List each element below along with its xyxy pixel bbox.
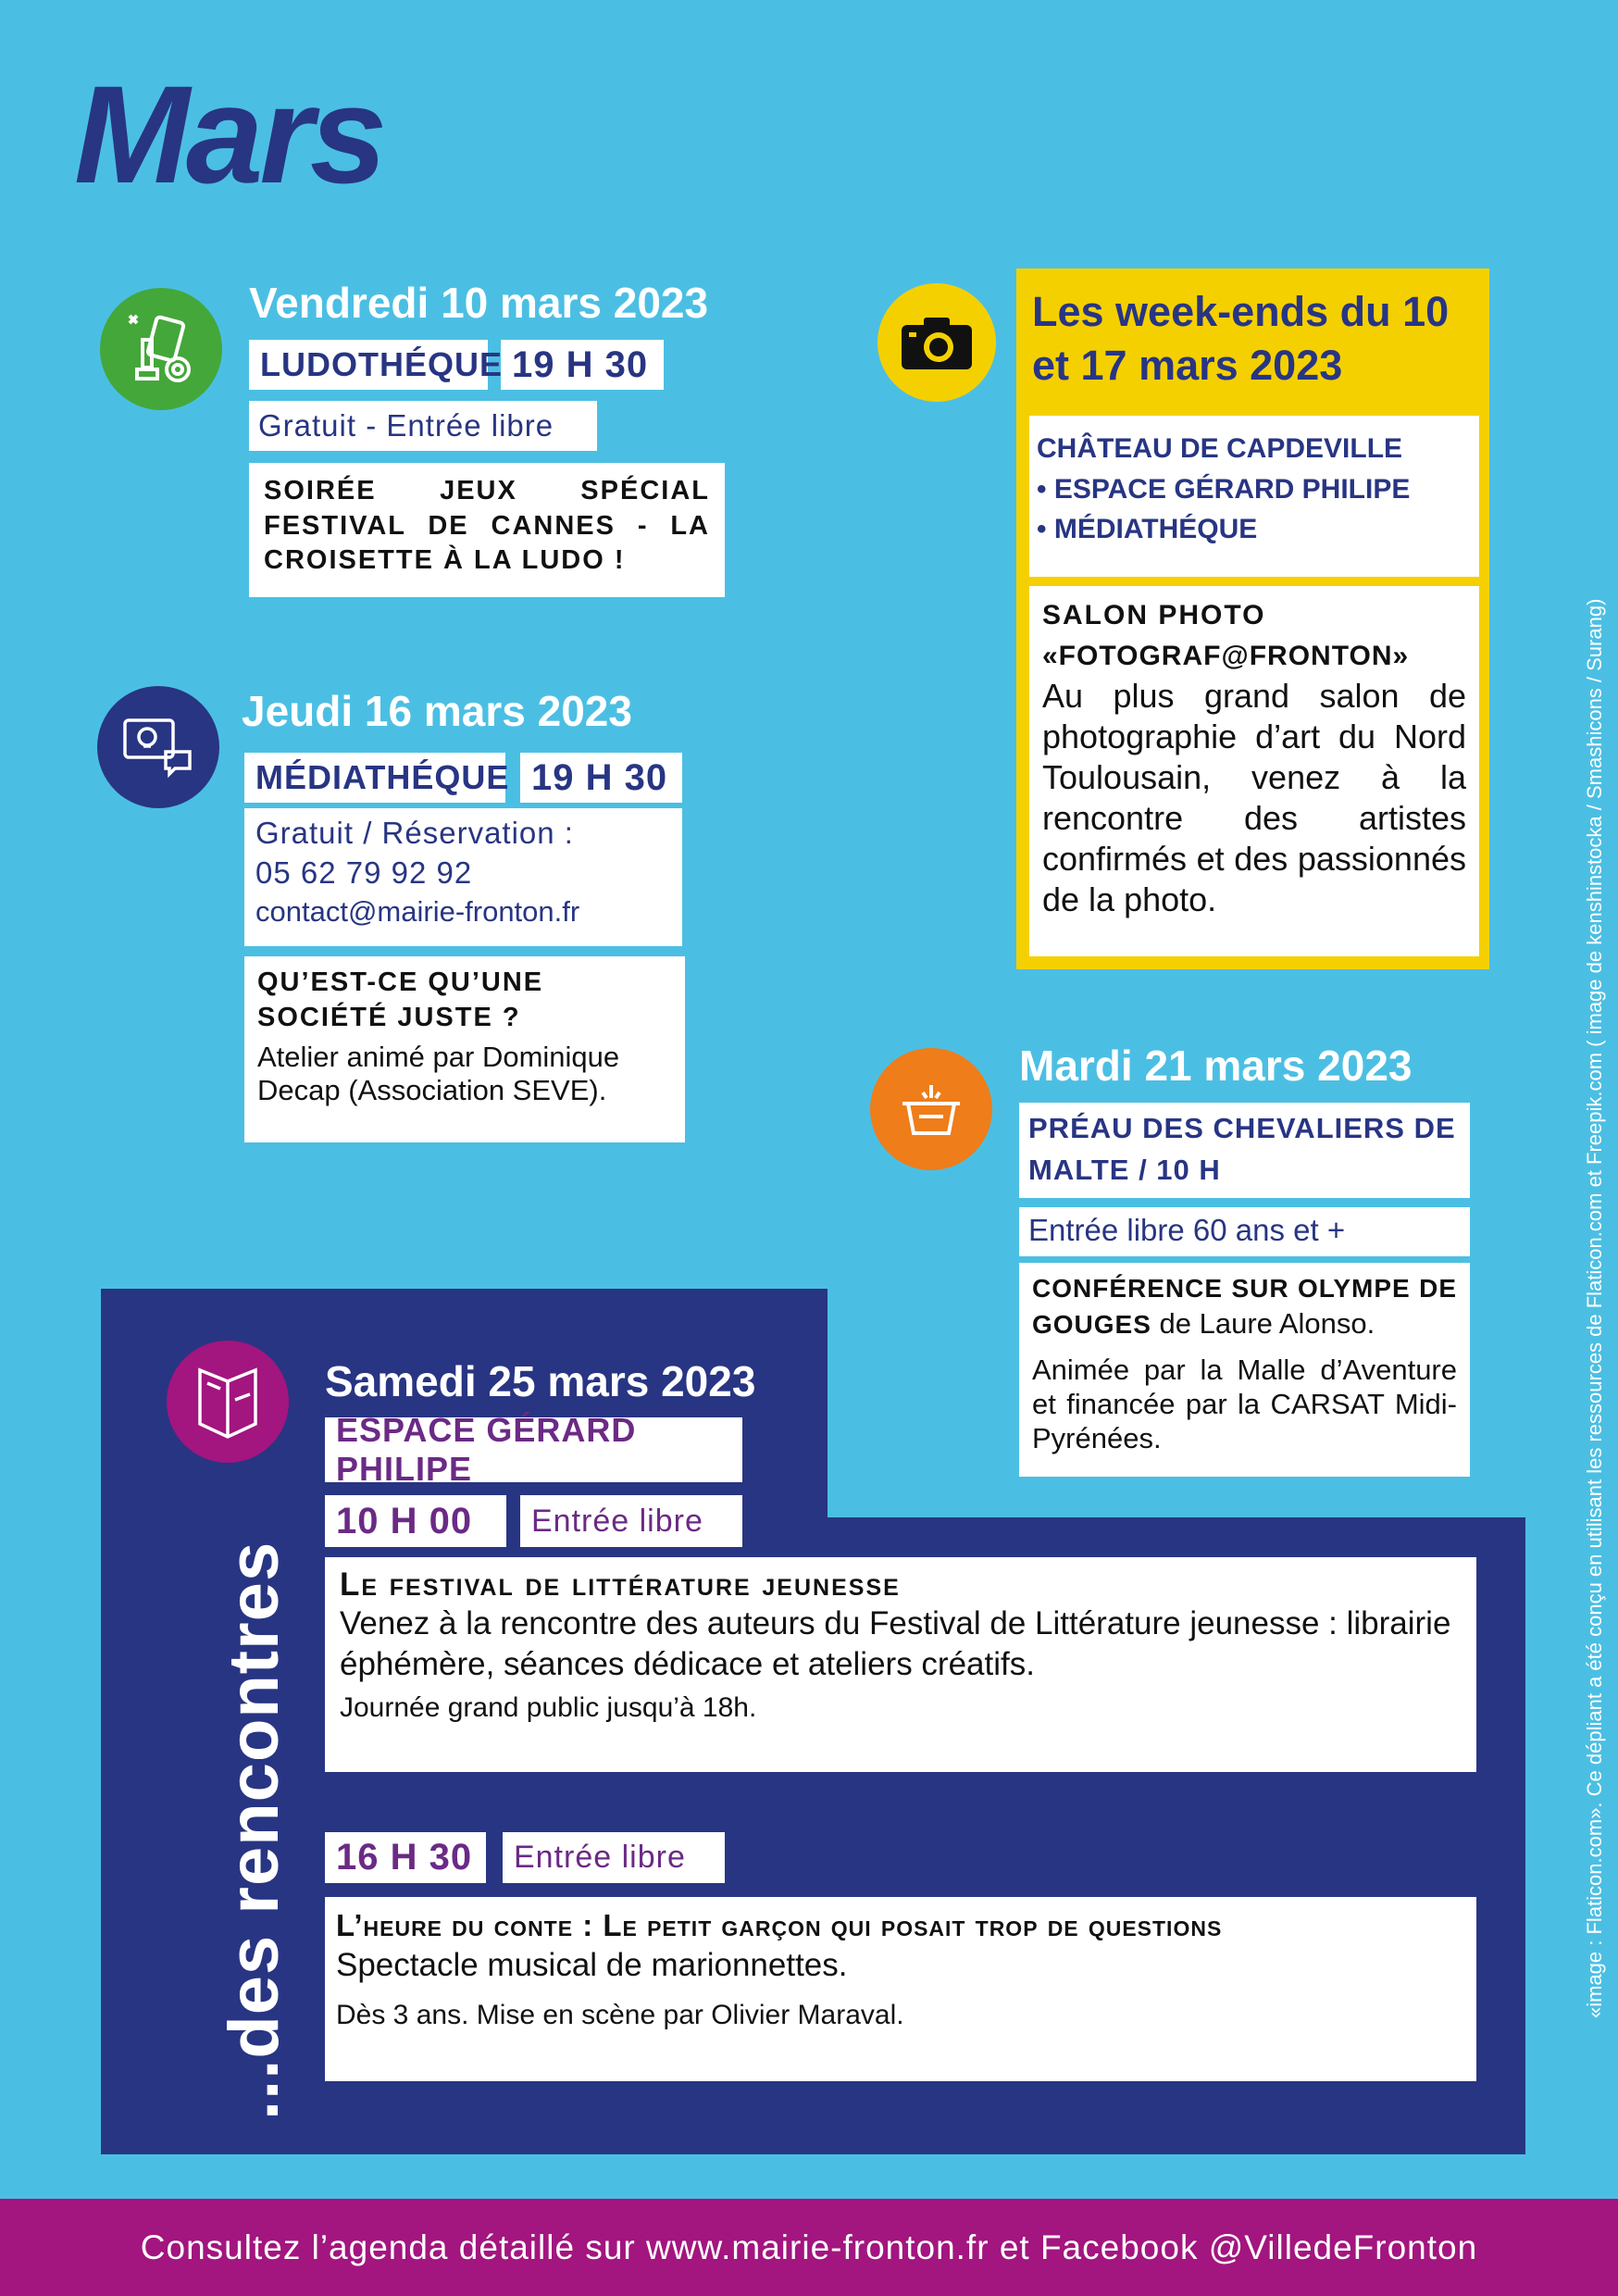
event4-author: de Laure Alonso. (1151, 1307, 1375, 1341)
event1-time: 19 H 30 (501, 340, 664, 390)
event3-title2: «FOTOGRAF@FRONTON» (1042, 640, 1410, 671)
event3-date-line1: Les week-ends du 10 (1032, 288, 1450, 335)
event4-place: PRÉAU DES CHEVALIERS DE MALTE / 10 H (1019, 1103, 1470, 1198)
event2-place: MÉDIATHÉQUE (244, 753, 508, 803)
event5-date: Samedi 25 mars 2023 (325, 1357, 756, 1405)
event2-price: Gratuit / Réservation : (255, 816, 574, 850)
event3-details: SALON PHOTO «FOTOGRAF@FRONTON» Au plus g… (1029, 586, 1479, 956)
event5-place: ESPACE GÉRARD PHILIPE (325, 1411, 742, 1488)
event4-desc: Animée par la Malle d’Aventure et financ… (1032, 1353, 1457, 1455)
event3-place2: • ESPACE GÉRARD PHILIPE (1037, 473, 1411, 505)
image-credits: «image : Flaticon.com». Ce dépliant a ét… (1583, 598, 1606, 2018)
session2-title: L’heure du conte : Le petit garçon qui p… (336, 1908, 1223, 1942)
session1-title: Le festival de littérature jeunesse (340, 1566, 901, 1603)
event3-place3: • MÉDIATHÉQUE (1037, 514, 1258, 544)
podium-icon (870, 1048, 992, 1170)
event3-title1: SALON PHOTO (1042, 600, 1266, 630)
event1-date: Vendredi 10 mars 2023 (249, 279, 709, 327)
month-logo: Mars (74, 56, 387, 212)
event2-email[interactable]: contact@mairie-fronton.fr (255, 894, 580, 928)
event1-desc: SOIRÉE JEUX SPÉCIAL FESTIVAL DE CANNES -… (249, 463, 725, 597)
event3-places: CHÂTEAU DE CAPDEVILLE • ESPACE GÉRARD PH… (1029, 416, 1479, 577)
event4-details: CONFÉRENCE SUR OLYMPE DE GOUGES de Laure… (1019, 1263, 1470, 1477)
event2-details: QU’EST-CE QU’UNE SOCIÉTÉ JUSTE ? Atelier… (244, 956, 685, 1142)
session2-note: Dès 3 ans. Mise en scène par Olivier Mar… (336, 2000, 904, 2031)
session1-price: Entrée libre (520, 1495, 742, 1547)
event4-price: Entrée libre 60 ans et + (1019, 1207, 1470, 1256)
session2-desc: Spectacle musical de marionnettes. (336, 1947, 848, 1983)
footer: Consultez l’agenda détaillé sur www.mair… (0, 2199, 1618, 2296)
event4-date: Mardi 21 mars 2023 (1019, 1042, 1413, 1090)
event3-date-line2: et 17 mars 2023 (1032, 341, 1343, 389)
session1-desc: Venez à la rencontre des auteurs du Fest… (340, 1605, 1451, 1682)
session1-note: Journée grand public jusqu’à 18h. (340, 1691, 757, 1723)
camera-icon (877, 283, 996, 402)
event4-title-line: CONFÉRENCE SUR OLYMPE DE GOUGES de Laure… (1032, 1272, 1457, 1343)
event3-date: Les week-ends du 10 et 17 mars 2023 (1032, 285, 1449, 392)
event1-place: LUDOTHÉQUE (249, 340, 502, 390)
event4-title: CONFÉRENCE SUR OLYMPE DE GOUGES (1032, 1274, 1457, 1340)
event2-phone[interactable]: 05 62 79 92 92 (255, 855, 473, 890)
session1-time: 10 H 00 (325, 1495, 506, 1547)
event2-title: QU’EST-CE QU’UNE SOCIÉTÉ JUSTE ? (257, 967, 544, 1032)
idea-chat-icon (97, 686, 219, 808)
event2-date: Jeudi 16 mars 2023 (242, 687, 632, 735)
event2-contact: Gratuit / Réservation : 05 62 79 92 92 c… (244, 808, 682, 946)
book-icon (167, 1341, 289, 1463)
session2-price: Entrée libre (503, 1832, 725, 1883)
footer-text[interactable]: Consultez l’agenda détaillé sur www.mair… (140, 2227, 1478, 2266)
event3-place1: CHÂTEAU DE CAPDEVILLE (1037, 433, 1403, 464)
event2-desc: Atelier animé par Dominique Decap (Assoc… (257, 1041, 620, 1107)
session2-details: L’heure du conte : Le petit garçon qui p… (325, 1897, 1476, 2081)
event1-price: Gratuit - Entrée libre (249, 401, 597, 451)
event3-desc: Au plus grand salon de photographie d’ar… (1042, 677, 1466, 918)
session2-time: 16 H 30 (325, 1832, 486, 1883)
event2-time: 19 H 30 (520, 753, 682, 803)
section-title: ...des rencontres (215, 1541, 293, 2120)
session1-details: Le festival de littérature jeunesse Vene… (325, 1557, 1476, 1772)
game-pieces-icon (100, 288, 222, 410)
